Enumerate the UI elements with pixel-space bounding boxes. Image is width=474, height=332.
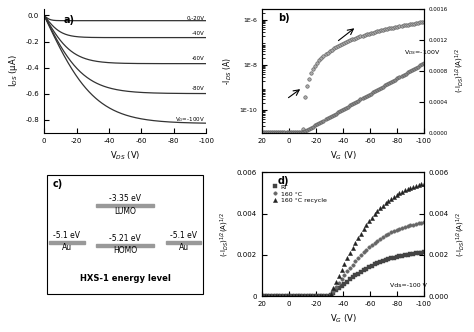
Bar: [166, 241, 201, 244]
Text: V$_{DS}$=-100V: V$_{DS}$=-100V: [404, 48, 440, 57]
Text: a): a): [64, 15, 74, 25]
RT: [301, 294, 306, 298]
Text: LUMO: LUMO: [114, 207, 136, 216]
Bar: [96, 204, 155, 207]
160 °C: [311, 294, 317, 298]
Text: c): c): [52, 179, 63, 189]
RT: [259, 294, 265, 298]
Text: -5.21 eV: -5.21 eV: [109, 234, 141, 243]
Text: -60V: -60V: [192, 56, 205, 61]
RT: [306, 294, 311, 298]
RT: [314, 294, 320, 298]
Text: -40V: -40V: [192, 31, 205, 36]
160 °C: [306, 294, 311, 298]
RT: [287, 294, 292, 298]
Line: 160 °C recycle: 160 °C recycle: [260, 182, 426, 298]
Legend: RT, 160 °C, 160 °C recycle: RT, 160 °C, 160 °C recycle: [268, 182, 329, 206]
Text: Au: Au: [62, 243, 72, 252]
160 °C recycle: [314, 294, 320, 298]
Text: b): b): [278, 13, 290, 23]
Y-axis label: (-I$_{DS}$)$^{1/2}$(A)$^{1/2}$: (-I$_{DS}$)$^{1/2}$(A)$^{1/2}$: [219, 212, 231, 257]
Text: HOMO: HOMO: [113, 246, 137, 255]
Text: d): d): [278, 176, 290, 186]
X-axis label: V$_{DS}$ (V): V$_{DS}$ (V): [110, 149, 140, 162]
Text: -5.1 eV: -5.1 eV: [53, 231, 80, 240]
Y-axis label: (-I$_{DS}$)$^{1/2}$(A)$^{1/2}$: (-I$_{DS}$)$^{1/2}$(A)$^{1/2}$: [454, 48, 466, 93]
160 °C: [287, 294, 292, 298]
Text: V$_G$=-100V: V$_G$=-100V: [175, 115, 205, 124]
Line: 160 °C: 160 °C: [260, 221, 426, 298]
RT: [311, 294, 317, 298]
Bar: [49, 241, 85, 244]
Text: Au: Au: [179, 243, 189, 252]
RT: [421, 250, 427, 254]
Y-axis label: (-I$_{DS}$)$^{1/2}$(A)$^{1/2}$: (-I$_{DS}$)$^{1/2}$(A)$^{1/2}$: [455, 212, 467, 257]
160 °C: [259, 294, 265, 298]
160 °C: [314, 294, 320, 298]
Y-axis label: I$_{DS}$ (μA): I$_{DS}$ (μA): [7, 54, 20, 87]
160 °C recycle: [421, 182, 427, 186]
Text: -3.35 eV: -3.35 eV: [109, 194, 141, 203]
Line: RT: RT: [260, 251, 426, 298]
160 °C: [421, 220, 427, 224]
Bar: [96, 244, 155, 247]
160 °C recycle: [259, 294, 265, 298]
Text: Vds=-100 V: Vds=-100 V: [390, 283, 427, 288]
160 °C recycle: [301, 294, 306, 298]
Text: -80V: -80V: [192, 86, 205, 91]
X-axis label: V$_G$ (V): V$_G$ (V): [329, 149, 356, 162]
Y-axis label: -I$_{DS}$ (A): -I$_{DS}$ (A): [221, 57, 234, 85]
Text: 0,-20V: 0,-20V: [187, 16, 205, 21]
Text: -5.1 eV: -5.1 eV: [170, 231, 197, 240]
160 °C recycle: [306, 294, 311, 298]
Text: HXS-1 energy level: HXS-1 energy level: [80, 274, 171, 283]
160 °C: [301, 294, 306, 298]
160 °C: [361, 250, 366, 254]
160 °C recycle: [287, 294, 292, 298]
160 °C recycle: [311, 294, 317, 298]
160 °C recycle: [361, 227, 366, 231]
X-axis label: V$_G$ (V): V$_G$ (V): [329, 312, 356, 325]
RT: [361, 268, 366, 272]
